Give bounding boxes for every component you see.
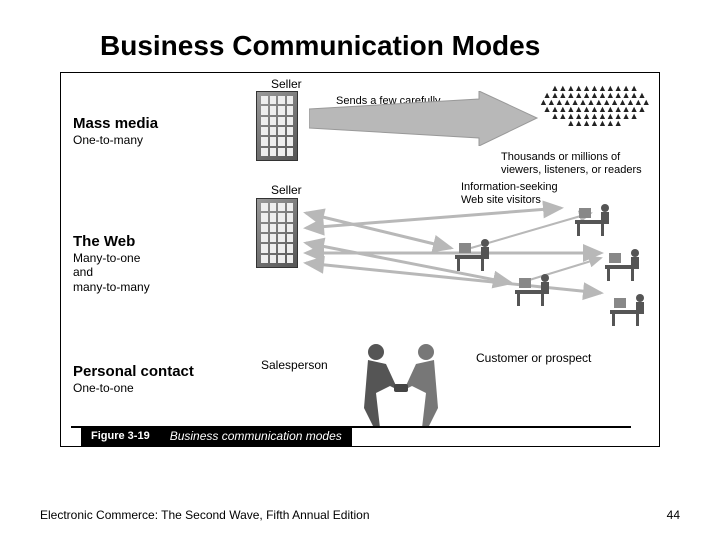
figure-caption: Figure 3-19 Business communication modes: [81, 426, 352, 446]
crowd-icon: ▲▲▲▲▲▲▲▲▲▲▲▲▲▲▲▲▲▲▲▲▲▲▲▲▲▲▲▲▲▲▲▲▲▲▲▲▲▲▲▲…: [539, 85, 649, 127]
slide: Business Communication Modes Mass media …: [0, 0, 720, 540]
section2-title: The Web: [73, 233, 135, 250]
section2-subtitle: Many-to-one and many-to-many: [73, 251, 150, 294]
building-icon-2: [256, 198, 298, 268]
figure-number: Figure 3-19: [91, 430, 150, 442]
section1-title: Mass media: [73, 115, 158, 132]
page-number: 44: [667, 508, 680, 522]
slide-footer: Electronic Commerce: The Second Wave, Fi…: [40, 508, 680, 522]
seller-label-1: Seller: [271, 77, 302, 91]
section3-title: Personal contact: [73, 363, 194, 380]
footer-left: Electronic Commerce: The Second Wave, Fi…: [40, 508, 370, 522]
visitor-icon-1: [451, 233, 501, 273]
section1-subtitle: One-to-many: [73, 133, 143, 147]
visitor-icon-4: [601, 243, 651, 283]
section3-subtitle: One-to-one: [73, 381, 134, 395]
salesperson-label: Salesperson: [261, 358, 328, 372]
visitor-icon-5: [606, 288, 656, 328]
slide-title: Business Communication Modes: [100, 30, 670, 62]
audience-label: Thousands or millions of viewers, listen…: [501, 151, 642, 177]
seller-label-2: Seller: [271, 183, 302, 197]
customer-label: Customer or prospect: [476, 351, 591, 365]
figure-caption-text: Business communication modes: [170, 429, 342, 443]
diagram-container: Mass media One-to-many Seller Sends a fe…: [60, 72, 660, 447]
visitor-icon-3: [511, 268, 561, 308]
visitor-icon-2: [571, 198, 621, 238]
broadcast-arrow-icon: [309, 91, 539, 146]
building-icon-1: [256, 91, 298, 161]
handshake-icon: [346, 338, 456, 433]
